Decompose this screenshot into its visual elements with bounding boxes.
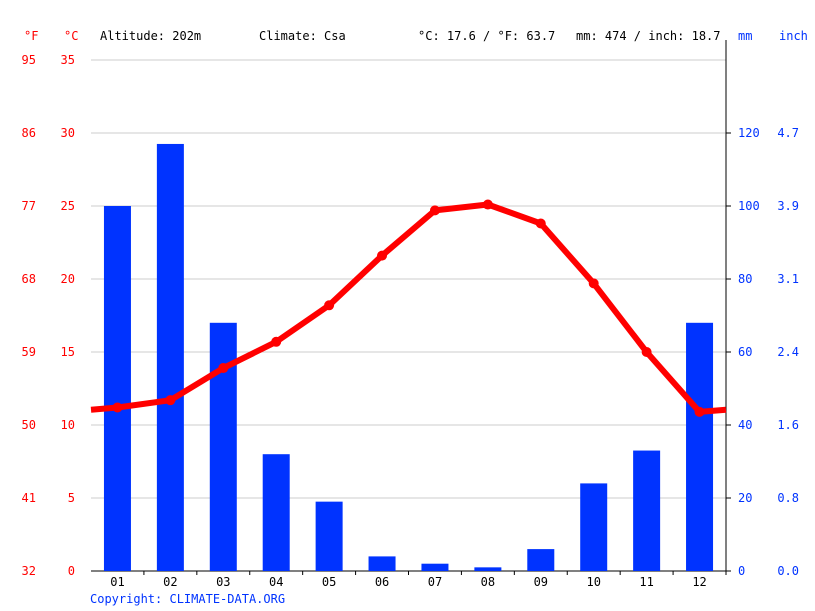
tick-label-inch: 0.0 (777, 564, 799, 578)
tick-label-mm: 120 (738, 126, 760, 140)
temperature-series-line (90, 201, 727, 415)
altitude-label: Altitude: 202m (100, 29, 201, 43)
temperature-point (482, 199, 493, 210)
unit-inch-label: inch (779, 29, 808, 43)
tick-label-celsius: 25 (61, 199, 75, 213)
month-label: 07 (428, 575, 442, 589)
precipitation-bar (580, 483, 608, 571)
month-label: 04 (269, 575, 283, 589)
unit-mm-label: mm (738, 29, 752, 43)
precipitation-bar (209, 322, 237, 571)
month-label: 11 (639, 575, 653, 589)
month-label: 03 (216, 575, 230, 589)
temperature-point (429, 205, 440, 216)
tick-label-mm: 0 (738, 564, 745, 578)
tick-label-mm: 60 (738, 345, 752, 359)
tick-label-celsius: 0 (68, 564, 75, 578)
tick-label-inch: 2.4 (777, 345, 799, 359)
temperature-point (641, 347, 652, 357)
month-label: 12 (692, 575, 706, 589)
month-label: 09 (534, 575, 548, 589)
tick-label-fahrenheit: 50 (22, 418, 36, 432)
total-precipitation-label: mm: 474 / inch: 18.7 (576, 29, 721, 43)
temperature-line (90, 199, 727, 417)
tick-label-inch: 4.7 (777, 126, 799, 140)
temperature-point (324, 300, 335, 311)
precipitation-bar (686, 322, 714, 571)
tick-label-inch: 0.8 (777, 491, 799, 505)
precipitation-bar (368, 556, 396, 571)
tick-label-mm: 40 (738, 418, 752, 432)
tick-label-fahrenheit: 95 (22, 53, 36, 67)
tick-label-inch: 1.6 (777, 418, 799, 432)
precipitation-bar (633, 450, 661, 571)
tick-label-celsius: 20 (61, 272, 75, 286)
axes (91, 40, 731, 575)
temperature-point (377, 250, 388, 261)
tick-label-inch: 3.9 (777, 199, 799, 213)
month-label: 05 (322, 575, 336, 589)
temperature-point (112, 402, 123, 413)
temperature-point (694, 406, 705, 417)
temperature-point (271, 336, 282, 347)
temperature-point (165, 395, 176, 406)
month-label: 08 (481, 575, 495, 589)
precipitation-bar (103, 206, 131, 571)
tick-label-inch: 3.1 (777, 272, 799, 286)
unit-celsius-label: °C (64, 29, 78, 43)
tick-label-mm: 80 (738, 272, 752, 286)
tick-label-celsius: 15 (61, 345, 75, 359)
precipitation-bars (103, 143, 714, 571)
month-label: 06 (375, 575, 389, 589)
tick-label-fahrenheit: 59 (22, 345, 36, 359)
precipitation-bar (156, 143, 184, 571)
precipitation-bar (527, 549, 555, 571)
tick-label-fahrenheit: 41 (22, 491, 36, 505)
temperature-point (535, 218, 546, 229)
tick-label-celsius: 5 (68, 491, 75, 505)
tick-label-celsius: 30 (61, 126, 75, 140)
month-label: 01 (110, 575, 124, 589)
temperature-point (218, 363, 229, 374)
tick-label-celsius: 10 (61, 418, 75, 432)
precipitation-bar (262, 454, 290, 571)
gridlines (91, 59, 726, 499)
tick-label-celsius: 35 (61, 53, 75, 67)
tick-label-fahrenheit: 68 (22, 272, 36, 286)
climate-label: Climate: Csa (259, 29, 346, 43)
tick-label-mm: 20 (738, 491, 752, 505)
copyright-notice: Copyright: CLIMATE-DATA.ORG (90, 592, 286, 606)
tick-label-mm: 100 (738, 199, 760, 213)
precipitation-bar (421, 563, 449, 571)
precipitation-bar (315, 501, 343, 571)
tick-label-fahrenheit: 32 (22, 564, 36, 578)
month-label: 10 (586, 575, 600, 589)
average-temperature-label: °C: 17.6 / °F: 63.7 (418, 29, 555, 43)
precipitation-bar (474, 567, 502, 571)
unit-fahrenheit-label: °F (24, 29, 38, 43)
tick-labels: 32 0 41 5 50 10 59 15 68 20 77 25 86 30 95 35 0 0.0 20 0.8 4… (22, 53, 799, 589)
tick-label-fahrenheit: 86 (22, 126, 36, 140)
temperature-point (588, 278, 599, 289)
tick-label-fahrenheit: 77 (22, 199, 36, 213)
month-label: 02 (163, 575, 177, 589)
